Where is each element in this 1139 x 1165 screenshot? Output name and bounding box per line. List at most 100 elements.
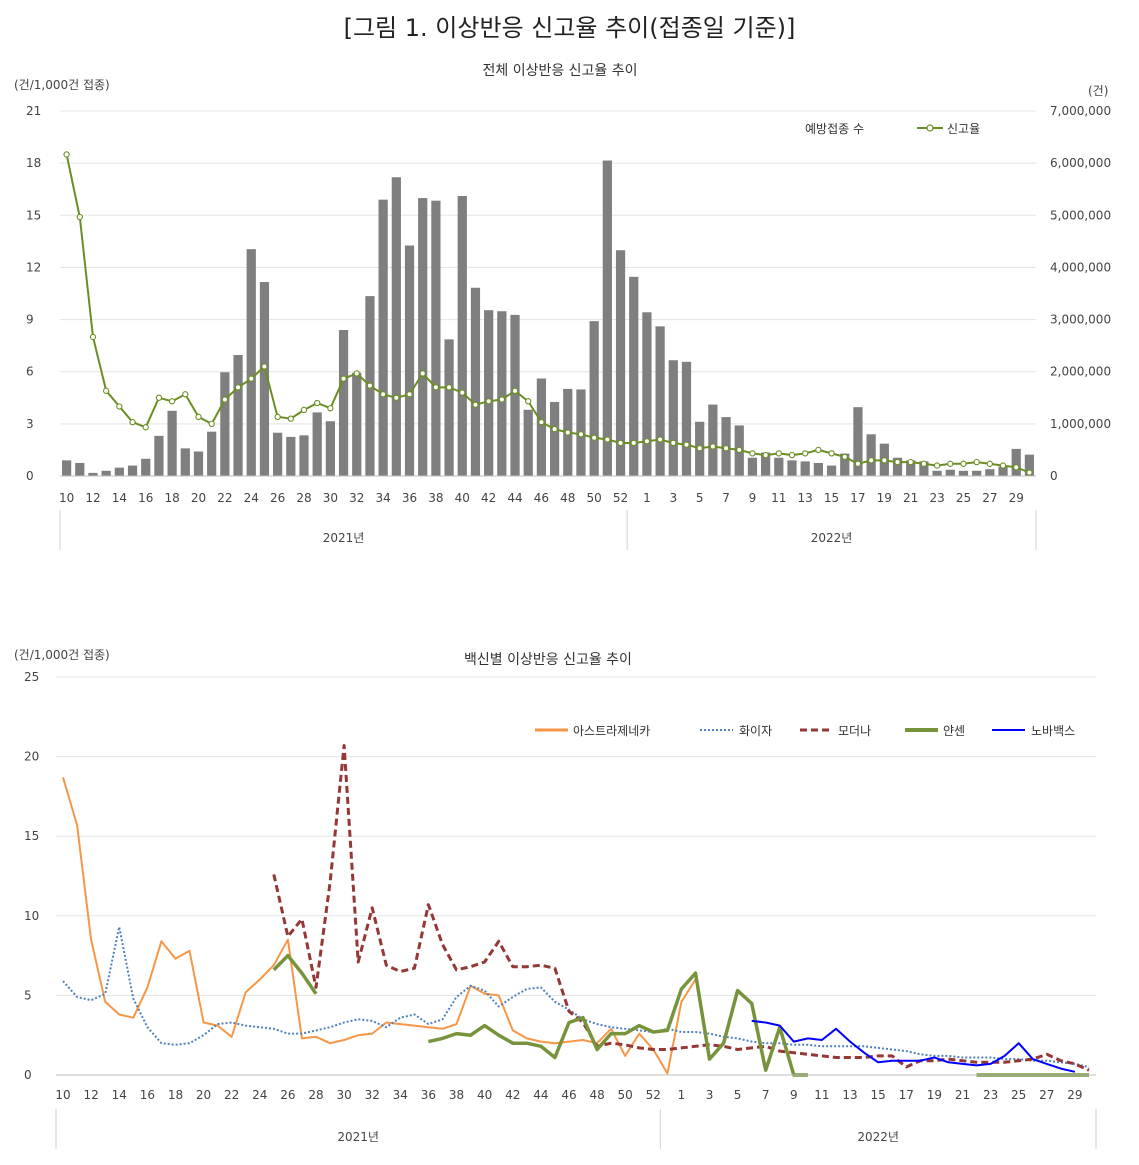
- x-tick-label: 17: [899, 1088, 914, 1102]
- rate-point: [234, 384, 242, 391]
- vaccination-bar: [167, 410, 177, 476]
- rate-point: [591, 434, 598, 441]
- legend-janssen-label: 얀센: [943, 724, 965, 738]
- rate-point: [340, 375, 347, 382]
- left-tick-label: 0: [24, 1068, 32, 1082]
- rate-point: [261, 363, 268, 370]
- x-tick-label: 29: [1009, 491, 1024, 505]
- x-tick-label: 20: [191, 491, 206, 505]
- rate-point: [656, 436, 664, 443]
- rate-point: [854, 460, 862, 467]
- chart1-gridlines: [60, 110, 1036, 425]
- year-label-2021: 2021년: [323, 531, 365, 545]
- x-tick-label: 9: [790, 1088, 798, 1102]
- x-tick-label: 18: [168, 1088, 183, 1102]
- year-label-2022: 2022년: [857, 1130, 899, 1144]
- right-tick-label: 0: [1050, 469, 1058, 483]
- vaccination-bar: [615, 250, 626, 476]
- rate-point: [379, 391, 387, 398]
- rate-point: [881, 457, 888, 464]
- legend-rate-label: 신고율: [947, 122, 980, 136]
- rate-point: [643, 438, 651, 445]
- chart1-left-axis: 0 3 6 9 12 15 18 21: [26, 104, 41, 483]
- rate-point: [274, 413, 281, 421]
- x-tick-label: 40: [455, 491, 470, 505]
- rate-point: [630, 439, 637, 447]
- rate-point: [366, 382, 374, 389]
- figure-title: [그림 1. 이상반응 신고율 추이(접종일 기준)]: [343, 14, 796, 42]
- right-tick-label: 7,000,000: [1050, 104, 1111, 118]
- chart2-title: 백신별 이상반응 신고율 추이: [464, 652, 632, 668]
- right-tick-label: 1,000,000: [1050, 417, 1111, 431]
- vaccination-bar: [220, 372, 230, 476]
- rate-point: [683, 441, 690, 448]
- rate-point: [960, 460, 967, 467]
- x-tick-label: 7: [762, 1088, 770, 1102]
- x-tick-label: 20: [196, 1088, 211, 1102]
- rate-point: [155, 394, 163, 401]
- x-tick-label: 22: [217, 491, 232, 505]
- vaccination-bar: [642, 312, 652, 476]
- rate-point: [419, 370, 426, 377]
- x-tick-label: 44: [533, 1088, 548, 1102]
- x-tick-label: 36: [421, 1088, 436, 1102]
- x-tick-label: 13: [798, 491, 813, 505]
- series-line: [272, 953, 318, 995]
- rate-point: [445, 384, 453, 391]
- rate-point: [762, 451, 769, 459]
- vaccination-bar: [1024, 454, 1035, 476]
- x-tick-label: 11: [771, 491, 786, 505]
- x-tick-label: 19: [927, 1088, 942, 1102]
- vaccination-bar: [681, 361, 692, 476]
- rate-point: [142, 424, 149, 431]
- x-tick-label: 7: [722, 491, 730, 505]
- x-tick-label: 1: [678, 1088, 686, 1102]
- rate-point: [696, 445, 703, 452]
- vaccination-bar: [101, 470, 111, 476]
- legend-rate-marker: [926, 124, 934, 132]
- x-tick-label: 25: [1011, 1088, 1026, 1102]
- x-tick-label: 46: [561, 1088, 576, 1102]
- rate-point: [709, 443, 717, 450]
- rate-point: [221, 396, 229, 403]
- rate-point: [973, 458, 980, 466]
- vaccination-bar: [404, 245, 415, 476]
- x-tick-label: 3: [706, 1088, 714, 1102]
- rate-point: [129, 418, 136, 426]
- vaccination-bar: [193, 451, 204, 476]
- x-tick-label: 24: [244, 491, 259, 505]
- vaccination-bar: [747, 457, 758, 476]
- chart2-x-axis: 10 12 14 16 18 20 22 24 26 28 30 32 34 36 38 40 42 44 46 48…: [55, 1074, 1097, 1149]
- chart1-right-axis: 0 1,000,000 2,000,000 3,000,000 4,000,000 5,0…: [1050, 104, 1111, 483]
- x-tick-label: 5: [734, 1088, 742, 1102]
- legend-astrazeneca-label: 아스트라제네카: [573, 724, 650, 738]
- x-tick-label: 48: [589, 1088, 604, 1102]
- vaccination-bar: [840, 453, 850, 476]
- vaccination-bar: [853, 407, 863, 476]
- rate-point: [76, 213, 83, 221]
- vaccination-bar: [998, 466, 1008, 476]
- chart2-left-unit: (건/1,000건 접종): [14, 648, 110, 662]
- vaccination-bar: [866, 434, 876, 476]
- vaccination-bar: [985, 469, 995, 476]
- left-tick-label: 20: [24, 750, 39, 764]
- vaccination-bar: [352, 372, 362, 476]
- chart1-legend: 예방접종 수 신고율: [805, 122, 980, 136]
- vaccination-bar: [207, 431, 217, 476]
- chart1-bars: [61, 160, 1035, 477]
- x-tick-label: 48: [560, 491, 575, 505]
- vaccination-bar: [154, 435, 164, 476]
- rate-point: [577, 431, 585, 438]
- left-tick-label: 21: [26, 104, 41, 118]
- series-line: [428, 971, 808, 1077]
- x-tick-label: 9: [749, 491, 757, 505]
- x-tick-label: 16: [140, 1088, 155, 1102]
- x-tick-label: 28: [296, 491, 311, 505]
- x-tick-label: 25: [956, 491, 971, 505]
- left-tick-label: 15: [24, 829, 39, 843]
- vaccination-bar: [655, 326, 665, 476]
- rate-point: [327, 405, 334, 412]
- vaccination-bar: [312, 412, 322, 476]
- vaccination-bar: [88, 472, 98, 476]
- x-tick-label: 18: [164, 491, 179, 505]
